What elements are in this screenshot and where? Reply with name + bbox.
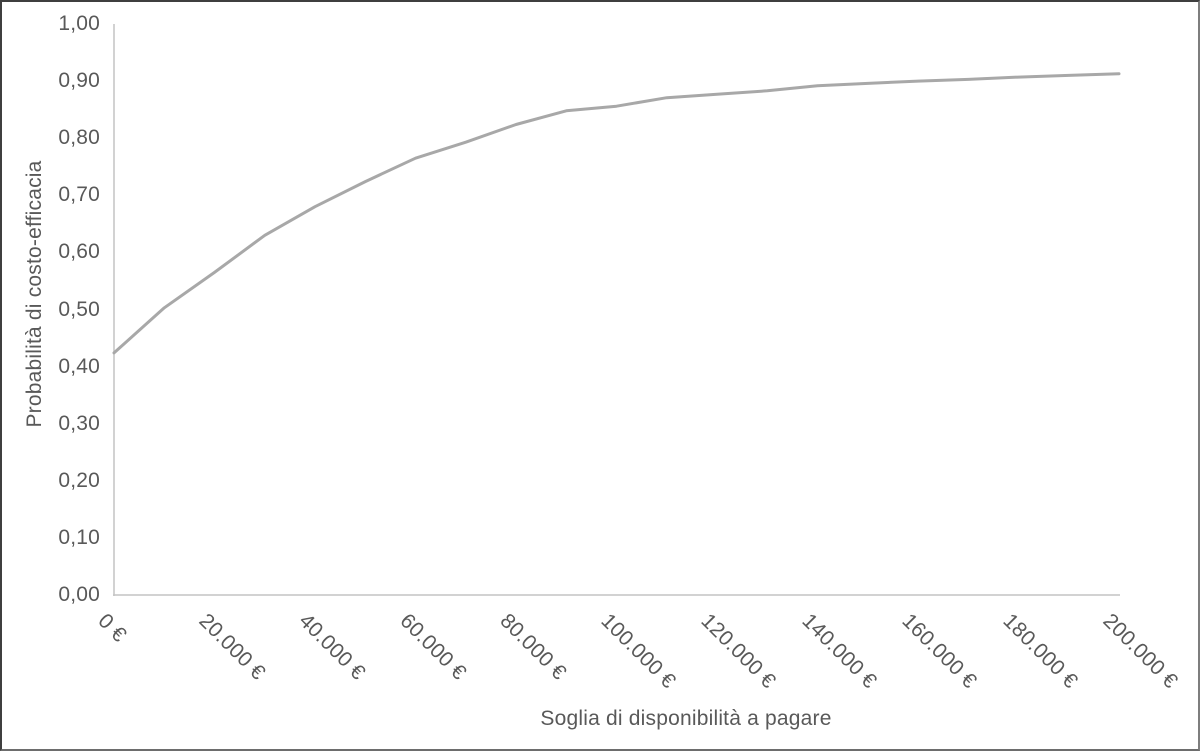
y-axis-title: Probabilità di costo-efficacia xyxy=(23,160,46,428)
y-tick-label: 0,90 xyxy=(58,69,100,93)
y-tick-label: 0,20 xyxy=(58,468,100,492)
y-tick-label: 0,80 xyxy=(58,126,100,150)
y-tick-label: 0,70 xyxy=(58,183,100,207)
y-tick-label: 1,00 xyxy=(58,12,100,35)
y-tick-label: 0,50 xyxy=(58,297,100,321)
y-tick-label: 0,10 xyxy=(58,525,100,549)
y-tick-label: 0,00 xyxy=(58,583,100,606)
y-tick-label: 0,30 xyxy=(58,411,100,435)
x-axis-title: Soglia di disponibilità a pagare xyxy=(540,707,832,730)
y-tick-label: 0,40 xyxy=(58,354,100,378)
y-tick-label: 0,60 xyxy=(58,240,100,264)
ceac-curve-line xyxy=(112,72,1121,355)
